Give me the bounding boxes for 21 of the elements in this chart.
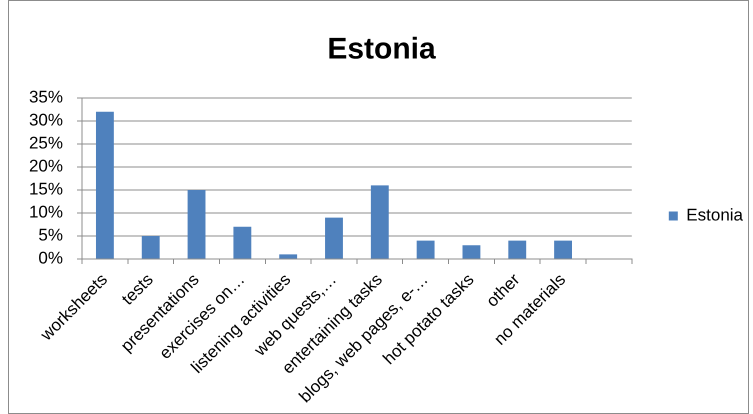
bar [188,190,206,258]
bar [554,240,572,258]
bar [142,236,160,258]
y-tick-label: 15% [28,180,63,199]
bar [416,240,435,258]
y-tick-label: 20% [28,156,63,176]
bar [279,254,298,258]
bar [462,245,480,258]
y-tick-label: 10% [28,202,63,222]
bar [325,218,343,258]
y-tick-label: 30% [28,110,63,130]
y-tick-label: 25% [28,134,63,153]
chart-title: Estonia [327,32,436,66]
y-tick-label: 0% [38,248,63,268]
bar [370,185,389,258]
y-tick-label: 5% [38,226,63,245]
bar [233,226,252,258]
legend-label: Estonia [686,206,744,225]
bar [96,112,114,258]
bar [508,240,526,258]
y-tick-label: 35% [28,88,63,107]
